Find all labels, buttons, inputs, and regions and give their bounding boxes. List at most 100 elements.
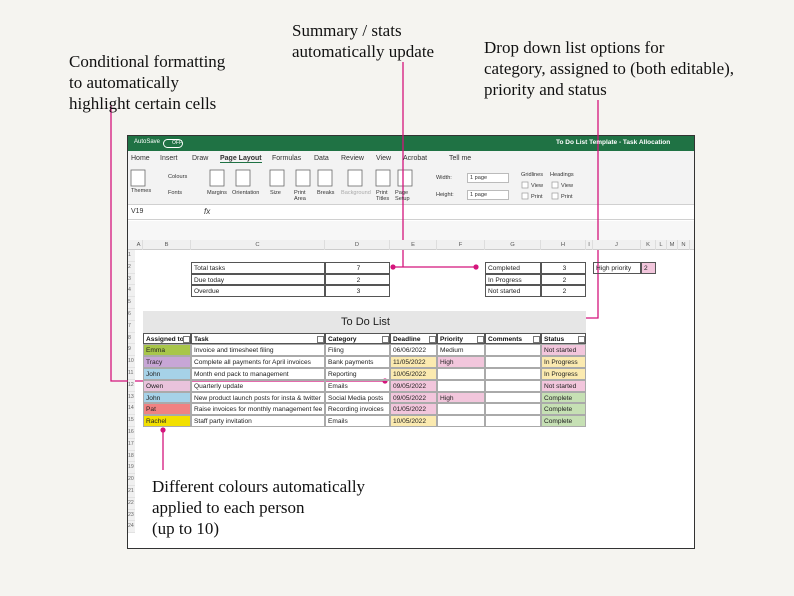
- summary-value: 7: [325, 261, 390, 274]
- list-title: To Do List: [341, 316, 390, 328]
- menu-tab[interactable]: Formulas: [272, 155, 302, 162]
- menu-tab[interactable]: Insert: [160, 155, 178, 162]
- row-header: 1: [128, 250, 135, 262]
- summary-value: 2: [325, 273, 390, 286]
- table-cell: Invoice and timesheet filing: [191, 344, 325, 357]
- summary-label: In Progress: [485, 273, 541, 286]
- column-header: C: [191, 240, 325, 250]
- ribbon-label: Width:: [436, 175, 452, 181]
- dropdown-button[interactable]: [317, 335, 324, 343]
- table-cell: 10/05/2022: [390, 368, 437, 380]
- table-cell: John: [143, 391, 191, 404]
- table-cell: High: [437, 356, 485, 368]
- column-header-bar: [128, 240, 694, 250]
- autosave-label: AutoSave: [134, 139, 161, 145]
- high-priority-value: 2: [641, 261, 656, 274]
- dropdown-button[interactable]: [183, 335, 190, 343]
- ribbon-icon: [295, 169, 311, 187]
- window-title: To Do List Template - Task Allocation: [556, 139, 671, 146]
- row-header: 12: [128, 379, 135, 392]
- table-cell: Medium: [437, 344, 485, 357]
- table-cell: Filing: [325, 344, 390, 357]
- row-header: 20: [128, 474, 135, 486]
- menu-tab[interactable]: View: [376, 155, 392, 162]
- ribbon-label: 1 page: [467, 173, 509, 183]
- column-header: N: [678, 240, 690, 250]
- ribbon-label: 1 page: [467, 190, 509, 200]
- row-header: 3: [128, 273, 135, 286]
- ribbon-label: Gridlines: [521, 172, 544, 178]
- ribbon-label: Colours: [168, 174, 188, 180]
- checkbox: [521, 192, 529, 200]
- annotation-text: priority and status: [484, 80, 607, 99]
- table-header: Task: [191, 332, 325, 345]
- menu-tab[interactable]: Page Layout: [220, 155, 262, 163]
- row-header: 2: [128, 261, 135, 274]
- summary-value: 3: [541, 261, 586, 274]
- ribbon-label: Orientation: [232, 190, 260, 196]
- annotation-text: (up to 10): [152, 519, 220, 538]
- summary-label: Completed: [485, 261, 541, 274]
- annotation-text: Summary / stats: [292, 21, 402, 40]
- annotation-dot: [473, 264, 479, 270]
- menu-tab[interactable]: Home: [131, 155, 150, 162]
- table-header: Priority: [437, 332, 485, 345]
- annotation-text: automatically update: [292, 42, 435, 61]
- row-header: 5: [128, 297, 135, 309]
- table-cell: Quarterly update: [191, 379, 325, 392]
- table-cell: Not started: [541, 379, 586, 392]
- table-cell: [437, 403, 485, 416]
- high-priority-label: High priority: [593, 261, 641, 274]
- table-cell: Emails: [325, 415, 390, 427]
- table-cell: Owen: [143, 379, 191, 392]
- menu-tab[interactable]: Draw: [192, 155, 209, 162]
- menu-tab[interactable]: Tell me: [449, 155, 472, 162]
- dropdown-button[interactable]: [429, 335, 436, 343]
- ribbon-icon: [269, 169, 285, 187]
- list-title-band: [143, 311, 586, 333]
- ribbon-label: View: [531, 183, 544, 189]
- menu-tab[interactable]: Data: [314, 155, 329, 162]
- table-cell: [485, 379, 541, 392]
- table-cell: 10/05/2022: [390, 415, 437, 427]
- ribbon-label: Print Titles: [376, 190, 390, 202]
- table-cell: Tracy: [143, 356, 191, 368]
- annotation-text: applied to each person: [152, 498, 305, 517]
- table-cell: Month end pack to management: [191, 368, 325, 380]
- row-header: 11: [128, 368, 135, 380]
- ribbon-label: Fonts: [168, 190, 182, 196]
- table-cell: [437, 415, 485, 427]
- ribbon-label: Print: [561, 194, 573, 200]
- dropdown-button[interactable]: [578, 335, 585, 343]
- summary-value: 2: [541, 285, 586, 298]
- column-header: B: [143, 240, 191, 250]
- menu-tab[interactable]: Acrobat: [403, 155, 428, 162]
- dropdown-button[interactable]: [382, 335, 389, 343]
- annotation-text: highlight certain cells: [69, 94, 217, 113]
- menu-tab[interactable]: Review: [341, 155, 364, 162]
- row-header: 8: [128, 332, 135, 345]
- table-cell: In Progress: [541, 356, 586, 368]
- row-header: 19: [128, 462, 135, 475]
- summary-label: Due today: [191, 273, 325, 286]
- annotation-dot: [390, 264, 396, 270]
- table-cell: Rachel: [143, 415, 191, 427]
- sheet-gap: [128, 221, 694, 240]
- column-header: F: [437, 240, 485, 250]
- table-cell: Complete: [541, 403, 586, 416]
- name-box: V19: [131, 208, 144, 215]
- title-bar: [128, 136, 694, 151]
- dropdown-button[interactable]: [477, 335, 484, 343]
- summary-value: 2: [541, 273, 586, 286]
- table-cell: Pat: [143, 403, 191, 416]
- row-header: 10: [128, 356, 135, 368]
- table-cell: 11/05/2022: [390, 356, 437, 368]
- row-header: 4: [128, 285, 135, 298]
- column-header: A: [135, 240, 143, 250]
- annotation-dot: [160, 427, 166, 433]
- column-header: G: [485, 240, 541, 250]
- table-header: Comments: [485, 332, 541, 345]
- table-cell: Complete: [541, 391, 586, 404]
- table-cell: [437, 368, 485, 380]
- dropdown-button[interactable]: [533, 335, 540, 343]
